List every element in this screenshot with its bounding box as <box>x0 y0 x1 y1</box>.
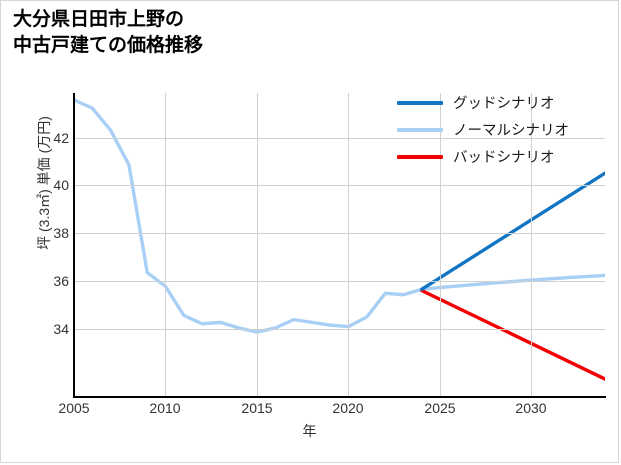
gridline-y-42 <box>74 138 605 139</box>
y-axis-ticks: 42 40 38 36 34 <box>23 93 69 397</box>
chart-legend: グッドシナリオ ノーマルシナリオ バッドシナリオ <box>397 89 612 170</box>
gridline-y-40 <box>74 185 605 186</box>
gridline-x-2020 <box>348 93 349 397</box>
x-tick-label: 2020 <box>332 400 364 416</box>
gridline-y-36 <box>74 281 605 282</box>
legend-swatch-normal-icon <box>397 127 443 132</box>
x-tick-label: 2005 <box>58 400 90 416</box>
legend-swatch-bad-icon <box>397 154 443 159</box>
legend-label-normal: ノーマルシナリオ <box>453 123 569 139</box>
line-good-scenario <box>420 171 605 291</box>
y-tick-label: 42 <box>53 130 69 146</box>
y-tick-label: 36 <box>53 273 69 289</box>
gridline-y-38 <box>74 233 605 234</box>
legend-item-normal[interactable]: ノーマルシナリオ <box>397 116 612 143</box>
series-lines <box>74 98 605 381</box>
y-axis-line <box>73 93 75 398</box>
gridline-x-2030 <box>531 93 532 397</box>
line-normal-scenario <box>74 98 605 334</box>
legend-item-bad[interactable]: バッドシナリオ <box>397 143 612 170</box>
line-bad-scenario <box>420 288 605 381</box>
gridline-x-2010 <box>165 93 166 397</box>
x-tick-label: 2025 <box>424 400 456 416</box>
legend-label-good: グッドシナリオ <box>453 96 555 112</box>
legend-swatch-good-icon <box>397 100 443 105</box>
legend-label-bad: バッドシナリオ <box>453 150 555 166</box>
y-tick-label: 38 <box>53 225 69 241</box>
chart-title: 大分県日田市上野の 中古戸建ての価格推移 <box>13 9 204 56</box>
x-tick-label: 2015 <box>241 400 273 416</box>
legend-item-good[interactable]: グッドシナリオ <box>397 89 612 116</box>
y-tick-label: 40 <box>53 177 69 193</box>
x-axis-line <box>73 396 606 398</box>
x-axis-title: 年 <box>302 423 317 439</box>
y-tick-label: 34 <box>53 321 69 337</box>
x-tick-label: 2030 <box>515 400 547 416</box>
plot-area <box>74 93 605 397</box>
gridline-x-2025 <box>440 93 441 397</box>
gridline-y-34 <box>74 329 605 330</box>
x-tick-label: 2010 <box>149 400 181 416</box>
y-axis-title: 坪 (3.3㎡) 単価 (万円) <box>36 116 52 250</box>
gridline-x-2015 <box>257 93 258 397</box>
